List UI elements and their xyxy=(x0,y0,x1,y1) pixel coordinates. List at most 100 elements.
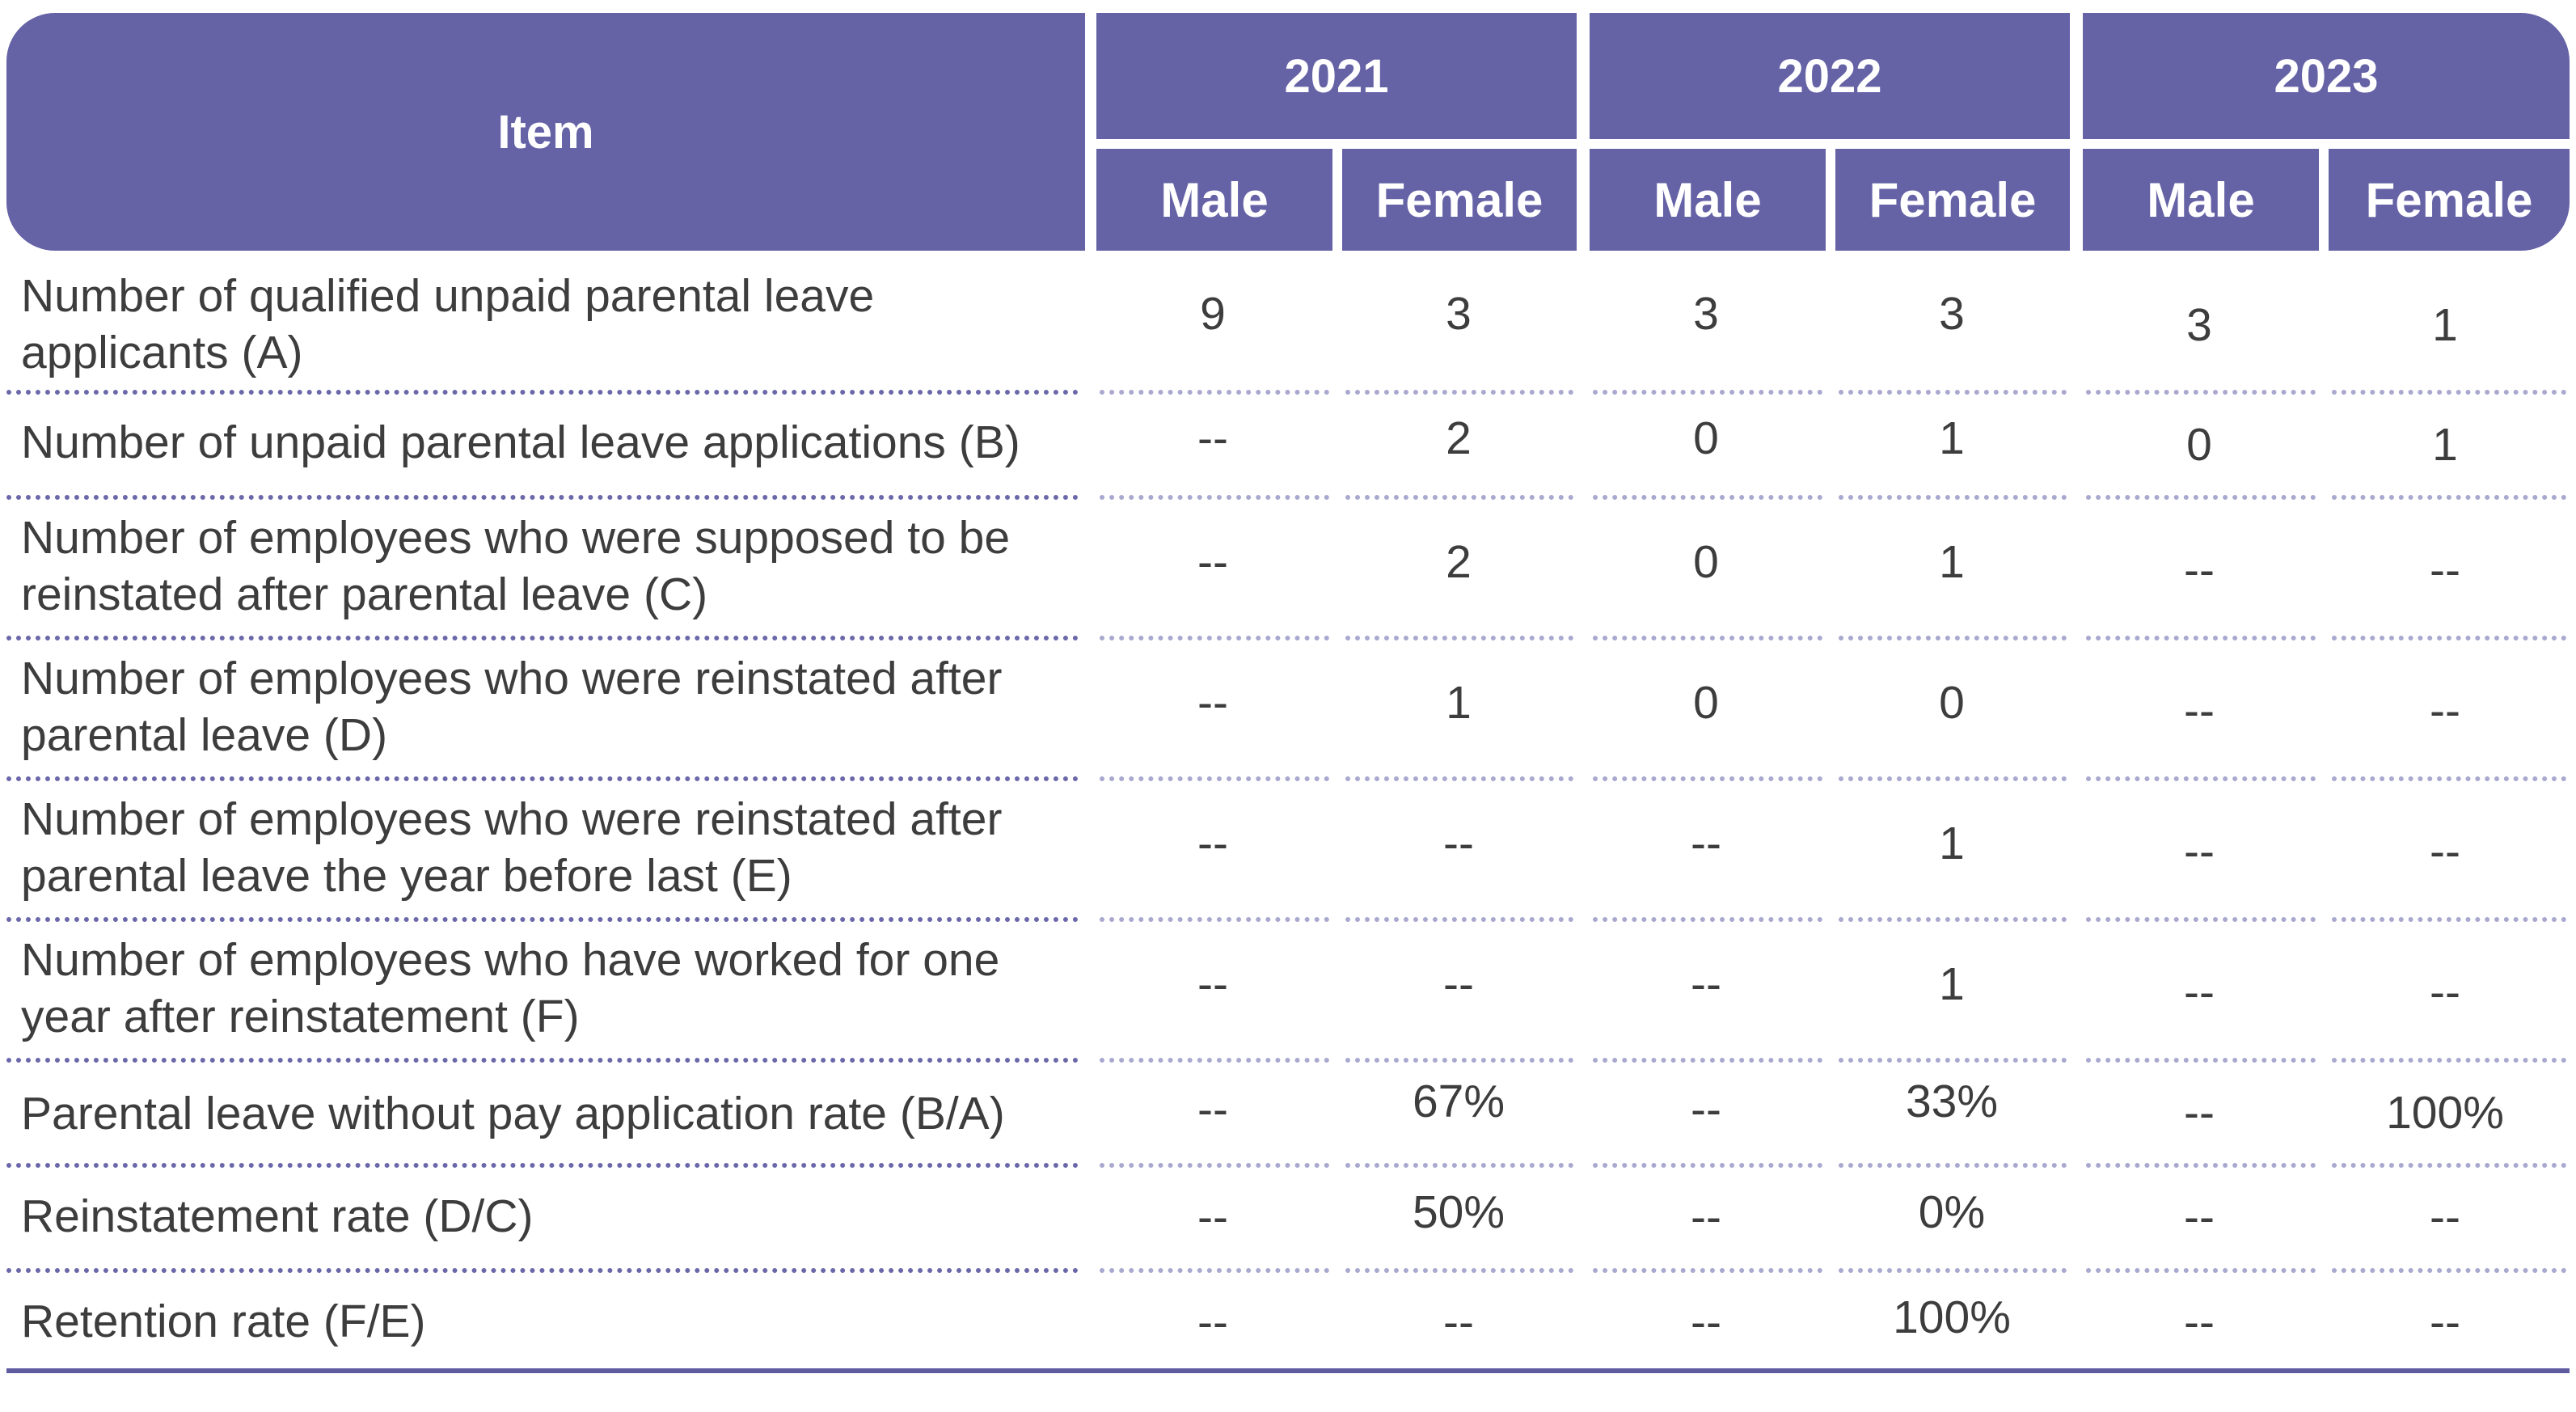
row-separator xyxy=(2332,1268,2566,1273)
row-value: 0% xyxy=(1918,1186,1986,1238)
header-year-2021: 2021 xyxy=(1096,13,1577,139)
header-sex-label: Male xyxy=(2147,172,2255,227)
header-sex-label: Male xyxy=(1653,172,1762,227)
row-separator xyxy=(2086,495,2316,500)
row-separator xyxy=(2086,390,2316,395)
row-value: 3 xyxy=(1446,288,1472,340)
row-value: -- xyxy=(2184,685,2215,737)
header-year-label: 2021 xyxy=(1284,49,1389,103)
row-value: -- xyxy=(2430,966,2460,1018)
row-value: -- xyxy=(1443,958,1474,1010)
row-separator xyxy=(1100,1268,1329,1273)
row-value: -- xyxy=(1197,1084,1228,1135)
row-separator xyxy=(1839,1058,2067,1063)
header-year-2022: 2022 xyxy=(1590,13,2070,139)
row-separator xyxy=(1345,495,1573,500)
row-separator xyxy=(1100,390,1329,395)
row-value: 2 xyxy=(1446,412,1472,464)
row-value: -- xyxy=(1197,1296,1228,1348)
row-separator xyxy=(6,917,1079,922)
header-male-2023: Male xyxy=(2083,149,2319,251)
row-value: 0 xyxy=(1693,536,1719,588)
row-separator xyxy=(2086,1058,2316,1063)
row-value: 100% xyxy=(2386,1087,2504,1139)
row-separator xyxy=(1345,917,1573,922)
row-value: -- xyxy=(2184,544,2215,596)
row-value: -- xyxy=(2184,966,2215,1018)
row-separator xyxy=(1593,1268,1822,1273)
row-value: -- xyxy=(1197,412,1228,464)
row-separator xyxy=(1593,776,1822,781)
row-separator xyxy=(1839,776,2067,781)
row-separator xyxy=(1345,1058,1573,1063)
row-separator xyxy=(6,636,1079,640)
row-separator xyxy=(6,390,1079,395)
row-item-label: Retention rate (F/E) xyxy=(21,1296,426,1347)
row-separator xyxy=(1100,917,1329,922)
row-value: -- xyxy=(2184,1296,2215,1348)
row-separator xyxy=(2086,1163,2316,1168)
row-separator xyxy=(6,1163,1079,1168)
row-separator xyxy=(1345,1163,1573,1168)
row-separator xyxy=(1100,636,1329,640)
row-value: -- xyxy=(1197,818,1228,869)
row-separator xyxy=(1345,776,1573,781)
row-separator xyxy=(6,495,1079,500)
header-female-2023: Female xyxy=(2329,149,2570,251)
row-value: 0 xyxy=(2186,419,2212,471)
row-value: -- xyxy=(1691,1296,1721,1348)
row-separator xyxy=(6,1268,1079,1273)
row-value: 50% xyxy=(1412,1186,1505,1238)
row-item-label: Number of employees who have worked for … xyxy=(21,934,1000,1042)
row-value: 0 xyxy=(1693,412,1719,464)
row-separator xyxy=(1593,636,1822,640)
row-separator xyxy=(1100,495,1329,500)
row-value: -- xyxy=(1443,818,1474,869)
row-value: -- xyxy=(1197,536,1228,588)
row-item-label: Number of qualified unpaid parental leav… xyxy=(21,270,875,378)
row-value: 1 xyxy=(1939,958,1965,1010)
row-separator xyxy=(1593,1163,1822,1168)
header-item: Item xyxy=(6,13,1085,251)
row-value: 3 xyxy=(1693,288,1719,340)
header-sex-label: Female xyxy=(1869,172,2037,227)
row-separator xyxy=(1345,390,1573,395)
header-year-label: 2023 xyxy=(2274,49,2379,103)
row-separator xyxy=(1839,917,2067,922)
row-separator xyxy=(2086,636,2316,640)
row-value: -- xyxy=(2184,1087,2215,1139)
row-item-label: Number of employees who were reinstated … xyxy=(21,653,1003,761)
row-separator xyxy=(6,776,1079,781)
row-value: -- xyxy=(1691,1084,1721,1135)
row-separator xyxy=(1593,1058,1822,1063)
row-item-label: Parental leave without pay application r… xyxy=(21,1088,1005,1139)
row-separator xyxy=(1839,1163,2067,1168)
row-value: -- xyxy=(2430,1191,2460,1243)
row-separator xyxy=(1100,1163,1329,1168)
row-value: -- xyxy=(2184,1191,2215,1243)
row-value: -- xyxy=(2430,685,2460,737)
row-value: -- xyxy=(2184,826,2215,877)
header-sex-label: Female xyxy=(1375,172,1543,227)
row-separator xyxy=(2332,636,2566,640)
row-value: -- xyxy=(2430,1296,2460,1348)
header-item-label: Item xyxy=(497,105,594,159)
header-male-2022: Male xyxy=(1590,149,1826,251)
row-value: -- xyxy=(1691,818,1721,869)
row-value: -- xyxy=(1197,1191,1228,1243)
row-separator xyxy=(1593,495,1822,500)
table-bottom-rule xyxy=(6,1368,2570,1373)
row-separator xyxy=(2332,776,2566,781)
row-separator xyxy=(1100,1058,1329,1063)
row-separator xyxy=(1345,1268,1573,1273)
row-item-label: Number of employees who were supposed to… xyxy=(21,512,1011,620)
row-separator xyxy=(2086,917,2316,922)
row-separator xyxy=(1839,495,2067,500)
row-separator xyxy=(2332,495,2566,500)
row-value: 1 xyxy=(2432,419,2458,471)
row-value: 1 xyxy=(1446,677,1472,729)
row-separator xyxy=(1593,917,1822,922)
row-separator xyxy=(2332,1163,2566,1168)
row-item-label: Reinstatement rate (D/C) xyxy=(21,1190,534,1242)
row-value: -- xyxy=(1691,1191,1721,1243)
